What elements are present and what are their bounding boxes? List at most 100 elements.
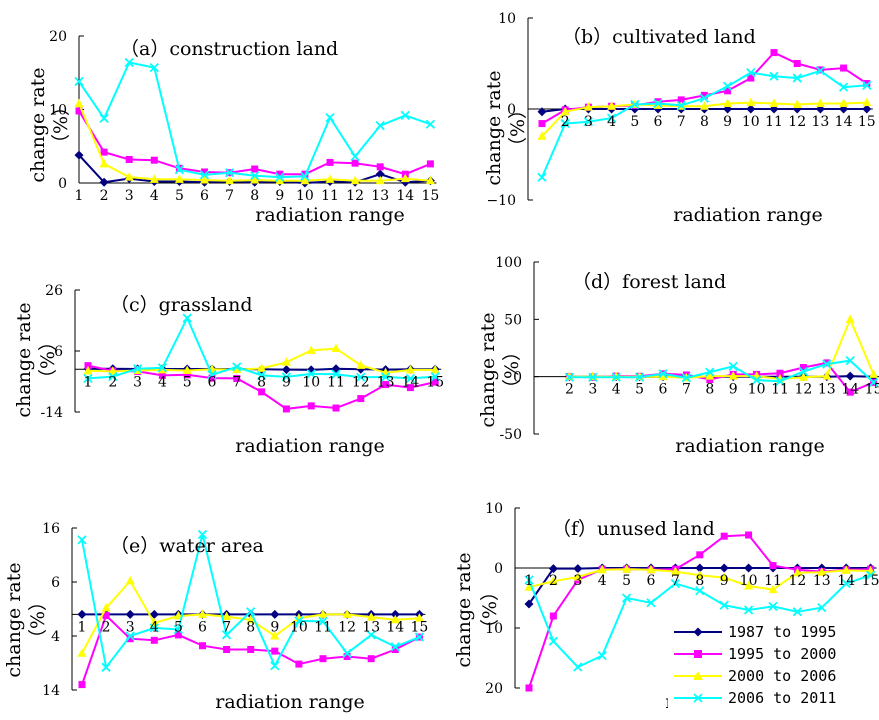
x-tick-label: 15 — [426, 374, 444, 390]
x-tick-label: 1 — [78, 619, 87, 635]
data-point-x — [653, 98, 663, 109]
y-tick-label: 10 — [485, 501, 503, 517]
data-point-x — [108, 371, 118, 382]
data-point-x — [630, 99, 640, 110]
x-axis-label: radiation range — [673, 204, 822, 226]
data-point-square — [431, 378, 439, 386]
x-tick-label: 13 — [811, 114, 829, 130]
data-point-square — [75, 107, 83, 115]
data-point-diamond — [390, 609, 400, 619]
data-point-square — [247, 646, 255, 653]
x-tick-label: 8 — [700, 114, 709, 130]
data-point-triangle — [841, 565, 851, 574]
data-point-triangle — [746, 97, 756, 107]
data-point-square — [158, 371, 166, 379]
x-tick-label: 2 — [102, 619, 111, 635]
data-point-square — [100, 148, 108, 156]
data-point-diamond — [77, 609, 87, 619]
data-point-x — [414, 632, 425, 642]
data-point-triangle — [318, 609, 328, 618]
data-point-triangle — [246, 614, 256, 624]
y-axis-label: change rate — [27, 67, 49, 182]
data-point-x — [705, 367, 715, 377]
data-point-square — [282, 405, 290, 413]
data-point-square — [799, 363, 807, 371]
chart-b: −10 0 10 2 3 4 5 6 7 8 9 10 11 12 13 14 15 （b）cultivated … — [483, 11, 876, 226]
data-point-diamond — [744, 563, 754, 573]
x-tick-label: 6 — [654, 114, 663, 130]
y-tick-label: 26 — [45, 283, 63, 299]
x-tick-label: 4 — [612, 382, 621, 398]
data-point-triangle — [356, 360, 366, 369]
data-point-x — [99, 113, 109, 123]
x-tick-label: 2 — [565, 382, 574, 398]
x-tick-label: 15 — [862, 573, 879, 589]
data-point-triangle — [425, 175, 435, 185]
data-point-x — [524, 575, 534, 585]
data-point-x — [865, 570, 876, 580]
data-point-x — [646, 598, 656, 608]
x-tick-label: 2 — [561, 114, 570, 130]
data-point-triangle — [719, 572, 729, 582]
y-tick-label: -14 — [40, 405, 63, 421]
data-point-triangle — [862, 97, 872, 107]
data-point-triangle — [524, 582, 534, 591]
x-tick-label: 1 — [525, 573, 534, 589]
data-point-diamond — [281, 365, 291, 375]
data-point-x — [300, 171, 310, 182]
data-point-x — [306, 369, 316, 379]
data-point-triangle — [198, 609, 207, 618]
x-tick-label: 9 — [270, 619, 279, 635]
x-tick-label: 8 — [246, 619, 255, 635]
data-point-x — [149, 623, 159, 633]
data-point-x — [199, 170, 210, 180]
x-tick-label: 3 — [125, 188, 134, 204]
data-point-triangle — [174, 174, 184, 183]
data-point-triangle — [573, 572, 583, 581]
x-tick-label: 3 — [573, 573, 582, 589]
x-tick-label: 2 — [100, 188, 109, 204]
data-point-triangle — [270, 631, 280, 640]
data-point-x — [182, 313, 192, 323]
data-point-x — [101, 662, 111, 672]
data-point-x — [132, 364, 143, 374]
chart-title: （e）water area — [110, 535, 264, 557]
data-point-square — [677, 96, 685, 104]
x-tick-label: 9 — [720, 573, 729, 589]
data-point-triangle — [300, 175, 310, 185]
data-point-diamond — [537, 107, 547, 117]
x-tick-label: 6 — [198, 619, 207, 635]
data-point-diamond — [746, 104, 756, 114]
x-tick-label: 5 — [174, 619, 183, 635]
legend-box — [668, 618, 876, 718]
data-point-x — [342, 648, 352, 658]
data-point-x — [681, 373, 692, 383]
data-point-triangle — [839, 98, 849, 108]
x-tick-label: 14 — [386, 619, 404, 635]
data-point-square — [183, 371, 191, 379]
data-point-triangle — [325, 174, 335, 183]
chart-title: （a）construction land — [120, 38, 338, 60]
data-point-square — [78, 681, 86, 689]
x-tick-label: 4 — [150, 188, 159, 204]
data-point-square — [769, 562, 777, 570]
legend-label: 2000 to 2006 — [728, 667, 836, 685]
data-point-square — [343, 653, 351, 661]
data-point-x — [775, 376, 785, 386]
x-tick-label: 11 — [765, 114, 783, 130]
data-point-x — [375, 121, 385, 131]
data-point-x — [658, 369, 668, 379]
data-point-square — [201, 168, 208, 176]
x-tick-label: 6 — [647, 573, 656, 589]
legend-marker-triangle — [693, 671, 703, 680]
y-tick-label: 10 — [49, 103, 67, 119]
data-point-x — [817, 602, 827, 613]
legend-label: 2006 to 2011 — [728, 689, 836, 707]
data-point-square — [295, 660, 303, 668]
data-point-diamond — [149, 609, 159, 619]
data-point-triangle — [281, 357, 291, 366]
data-point-x — [845, 355, 855, 366]
data-point-square — [382, 381, 390, 389]
y-tick-label: 0 — [58, 176, 67, 192]
